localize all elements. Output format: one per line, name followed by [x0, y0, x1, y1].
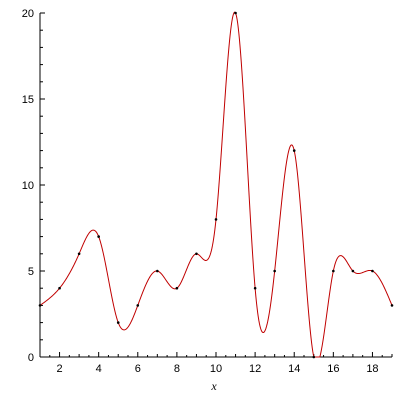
x-tick-label: 6 — [135, 363, 141, 375]
data-point — [253, 286, 257, 290]
data-point — [77, 252, 81, 256]
series-layer — [39, 11, 393, 358]
x-tick-label: 14 — [288, 363, 300, 375]
tick-marks: 2 4 6 8 10 12 14 16 18 0 5 10 15 20 — [22, 8, 393, 375]
data-point — [116, 321, 120, 324]
y-tick-label: 15 — [22, 94, 34, 106]
y-tick-label: 10 — [22, 180, 34, 192]
y-tick-label: 5 — [28, 266, 34, 278]
data-point — [58, 286, 61, 290]
axes — [39, 13, 392, 358]
y-tick-label: 0 — [28, 352, 34, 364]
data-point — [332, 269, 335, 273]
data-point — [371, 269, 374, 273]
x-tick-label: 12 — [249, 363, 261, 375]
data-point — [292, 149, 296, 152]
x-tick-label: 2 — [56, 363, 62, 375]
data-point — [351, 269, 355, 273]
data-points — [38, 11, 394, 359]
data-point — [390, 304, 394, 307]
x-tick-label: 18 — [366, 363, 378, 375]
data-point — [175, 286, 179, 290]
data-point — [97, 235, 100, 238]
data-point — [214, 218, 218, 221]
x-axis-label: x — [210, 379, 217, 393]
data-point — [312, 355, 316, 359]
x-tick-label: 16 — [327, 363, 339, 375]
x-tick-label: 10 — [210, 363, 222, 375]
data-point — [195, 252, 198, 256]
data-point — [38, 304, 42, 307]
data-point — [273, 269, 276, 273]
x-tick-label: 8 — [174, 363, 180, 375]
data-point — [234, 11, 237, 15]
data-point — [136, 304, 140, 307]
series-line — [39, 11, 393, 358]
y-tick-label: 20 — [22, 8, 34, 20]
x-tick-label: 4 — [96, 363, 102, 375]
data-point — [156, 269, 159, 273]
